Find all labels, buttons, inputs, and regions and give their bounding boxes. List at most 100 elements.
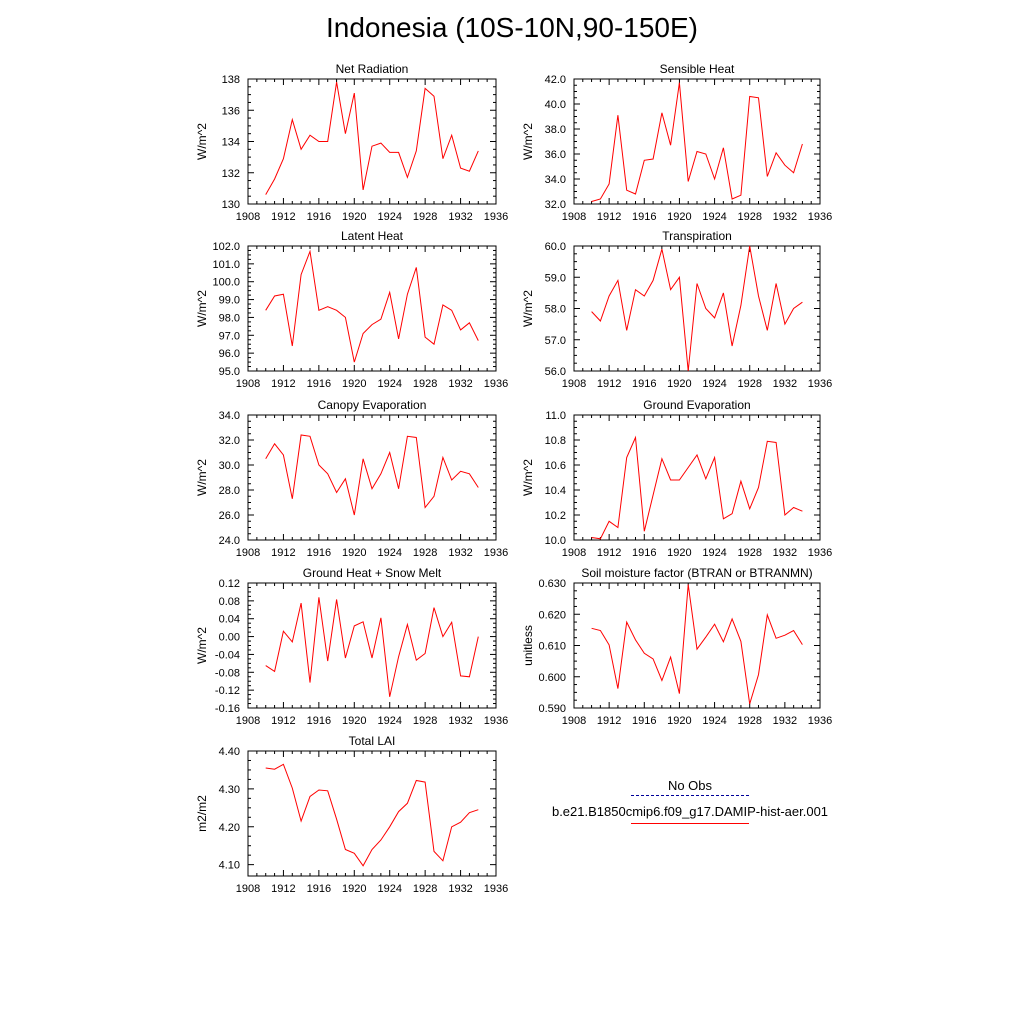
y-axis-label: W/m^2 bbox=[195, 627, 209, 664]
y-tick-label: 4.20 bbox=[219, 822, 240, 834]
x-tick-label: 1928 bbox=[737, 378, 761, 390]
y-tick-label: 32.0 bbox=[219, 435, 240, 447]
series-line bbox=[265, 82, 479, 195]
x-tick-label: 1936 bbox=[808, 211, 832, 223]
panel-title: Sensible Heat bbox=[660, 62, 735, 76]
plot-frame bbox=[247, 245, 497, 372]
chart-panel-4: Transpiration 1908 1912 1916 1920 1924 1928 193… bbox=[521, 229, 832, 390]
panel-title: Total LAI bbox=[349, 734, 396, 748]
x-tick-label: 1920 bbox=[342, 715, 366, 727]
x-tick-label: 1912 bbox=[271, 883, 295, 895]
x-tick-label: 1920 bbox=[342, 378, 366, 390]
x-tick-label: 1920 bbox=[342, 883, 366, 895]
x-tick-label: 1908 bbox=[236, 883, 260, 895]
panel-title: Ground Heat + Snow Melt bbox=[303, 566, 442, 580]
plot-frame bbox=[573, 245, 821, 372]
x-tick-label: 1916 bbox=[307, 883, 331, 895]
y-tick-label: 36.0 bbox=[545, 149, 566, 161]
y-tick-label: 95.0 bbox=[219, 366, 240, 378]
y-tick-label: 0.12 bbox=[219, 578, 240, 590]
chart-panel-8: Soil moisture factor (BTRAN or BTRANMN) 1… bbox=[521, 566, 832, 727]
y-tick-label: 60.0 bbox=[545, 241, 566, 253]
y-tick-label: 57.0 bbox=[545, 335, 566, 347]
x-tick-label: 1924 bbox=[377, 547, 401, 559]
y-tick-label: 42.0 bbox=[545, 74, 566, 86]
series-line bbox=[265, 597, 479, 697]
y-tick-label: -0.04 bbox=[215, 649, 240, 661]
series-line bbox=[591, 584, 803, 705]
x-tick-label: 1932 bbox=[773, 211, 797, 223]
panel-title: Transpiration bbox=[662, 229, 732, 243]
series-line bbox=[591, 82, 803, 202]
y-axis-label: W/m^2 bbox=[521, 290, 535, 327]
y-tick-label: 10.4 bbox=[545, 485, 566, 497]
panel-title: Ground Evaporation bbox=[643, 398, 750, 412]
x-tick-label: 1932 bbox=[448, 547, 472, 559]
x-tick-label: 1916 bbox=[307, 378, 331, 390]
x-tick-label: 1916 bbox=[632, 547, 656, 559]
y-tick-label: 136 bbox=[222, 105, 240, 117]
x-tick-label: 1936 bbox=[808, 378, 832, 390]
x-tick-label: 1936 bbox=[808, 715, 832, 727]
y-tick-label: 24.0 bbox=[219, 535, 240, 547]
y-tick-label: 4.40 bbox=[219, 746, 240, 758]
series-line bbox=[265, 763, 479, 867]
x-tick-label: 1932 bbox=[448, 715, 472, 727]
series-line bbox=[591, 245, 803, 372]
y-axis-label: W/m^2 bbox=[195, 459, 209, 496]
series-line bbox=[265, 249, 479, 363]
y-axis-label: W/m^2 bbox=[195, 123, 209, 160]
y-tick-label: 32.0 bbox=[545, 199, 566, 211]
x-tick-label: 1928 bbox=[737, 715, 761, 727]
y-tick-label: 102.0 bbox=[212, 241, 240, 253]
x-tick-label: 1932 bbox=[448, 211, 472, 223]
x-tick-label: 1916 bbox=[307, 715, 331, 727]
y-tick-label: 0.04 bbox=[219, 614, 240, 626]
y-tick-label: 101.0 bbox=[212, 259, 240, 271]
x-tick-label: 1936 bbox=[484, 211, 508, 223]
panel-title: Canopy Evaporation bbox=[318, 398, 427, 412]
y-tick-label: 0.08 bbox=[219, 596, 240, 608]
x-tick-label: 1916 bbox=[307, 211, 331, 223]
y-tick-label: 30.0 bbox=[219, 460, 240, 472]
y-tick-label: 10.2 bbox=[545, 510, 566, 522]
y-tick-label: 0.00 bbox=[219, 632, 240, 644]
legend-model-label: b.e21.B1850cmip6.f09_g17.DAMIP-hist-aer.… bbox=[551, 804, 829, 819]
y-tick-label: 28.0 bbox=[219, 485, 240, 497]
x-tick-label: 1928 bbox=[413, 715, 437, 727]
x-tick-label: 1932 bbox=[773, 547, 797, 559]
y-tick-label: 138 bbox=[222, 74, 240, 86]
panel-title: Soil moisture factor (BTRAN or BTRANMN) bbox=[581, 566, 812, 580]
x-tick-label: 1908 bbox=[562, 378, 586, 390]
chart-panel-1: Net Radiation 1908 1912 1916 1920 1924 1928 193… bbox=[195, 62, 508, 223]
y-tick-label: 34.0 bbox=[545, 174, 566, 186]
y-axis-label: W/m^2 bbox=[521, 123, 535, 160]
plot-frame bbox=[247, 78, 497, 205]
y-axis-label: unitless bbox=[521, 625, 535, 666]
x-tick-label: 1928 bbox=[413, 883, 437, 895]
y-tick-label: 4.30 bbox=[219, 784, 240, 796]
y-tick-label: 40.0 bbox=[545, 99, 566, 111]
x-tick-label: 1912 bbox=[271, 715, 295, 727]
x-tick-label: 1908 bbox=[562, 715, 586, 727]
x-tick-label: 1920 bbox=[342, 547, 366, 559]
x-tick-label: 1912 bbox=[597, 547, 621, 559]
chart-panel-3: Latent Heat 1908 1912 1916 1920 1924 1928 1932 1… bbox=[195, 229, 508, 390]
plot-frame bbox=[573, 414, 821, 541]
x-tick-label: 1932 bbox=[448, 378, 472, 390]
y-tick-label: 98.0 bbox=[219, 312, 240, 324]
y-tick-label: 132 bbox=[222, 168, 240, 180]
x-tick-label: 1924 bbox=[377, 211, 401, 223]
y-tick-label: 130 bbox=[222, 199, 240, 211]
x-tick-label: 1936 bbox=[484, 715, 508, 727]
x-tick-label: 1928 bbox=[413, 378, 437, 390]
plot-frame bbox=[247, 582, 497, 709]
panel-title: Latent Heat bbox=[341, 229, 404, 243]
y-axis-label: W/m^2 bbox=[195, 290, 209, 327]
x-tick-label: 1908 bbox=[562, 547, 586, 559]
y-tick-label: -0.08 bbox=[215, 667, 240, 679]
y-tick-label: 0.600 bbox=[538, 672, 566, 684]
x-tick-label: 1932 bbox=[773, 378, 797, 390]
y-tick-label: 4.10 bbox=[219, 860, 240, 872]
